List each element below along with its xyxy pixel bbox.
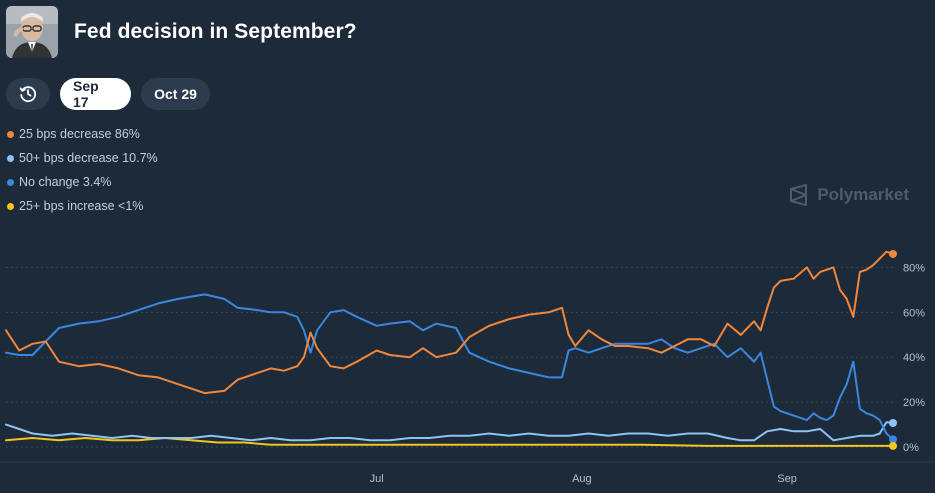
y-tick-label: 60% bbox=[903, 307, 925, 319]
x-tick-label: Sep bbox=[777, 473, 797, 485]
tab-sep-17[interactable]: Sep 17 bbox=[60, 78, 131, 110]
portrait-icon bbox=[6, 6, 58, 58]
legend-dot bbox=[7, 202, 14, 210]
market-avatar bbox=[6, 6, 58, 58]
toolbar: Sep 17 Oct 29 bbox=[6, 78, 210, 110]
market-header: Fed decision in September? bbox=[6, 6, 357, 58]
legend-dot bbox=[7, 154, 14, 162]
legend-item-25bps-increase: 25+ bps increase <1% bbox=[7, 194, 158, 218]
series-endpoint bbox=[889, 249, 897, 258]
series-line-no-change bbox=[5, 293, 894, 441]
legend-label: 50+ bps decrease 10.7% bbox=[19, 151, 158, 165]
y-tick-label: 40% bbox=[903, 352, 925, 364]
series-line-50-bps-decrease bbox=[5, 421, 894, 442]
series-endpoint bbox=[889, 441, 897, 450]
legend-label: No change 3.4% bbox=[19, 175, 112, 189]
y-tick-label: 0% bbox=[903, 442, 919, 454]
legend-dot bbox=[7, 178, 14, 186]
history-button[interactable] bbox=[6, 78, 50, 110]
x-tick-label: Jul bbox=[370, 473, 384, 485]
legend-item-no-change: No change 3.4% bbox=[7, 170, 158, 194]
polymarket-logo-icon bbox=[790, 184, 808, 206]
series-endpoint bbox=[889, 418, 897, 427]
clock-history-icon bbox=[19, 86, 37, 103]
market-title: Fed decision in September? bbox=[74, 20, 357, 43]
polymarket-watermark: Polymarket bbox=[789, 184, 909, 206]
legend-item-25bps-decrease: 25 bps decrease 86% bbox=[7, 122, 158, 146]
legend-label: 25 bps decrease 86% bbox=[19, 127, 140, 141]
legend-label: 25+ bps increase <1% bbox=[19, 199, 144, 213]
legend-dot bbox=[7, 130, 14, 138]
series-line-25-bps-increase bbox=[5, 437, 894, 447]
y-tick-label: 80% bbox=[903, 262, 925, 274]
series-line-25-bps-decrease bbox=[5, 250, 894, 395]
chart-legend: 25 bps decrease 86% 50+ bps decrease 10.… bbox=[7, 122, 158, 218]
series-endpoint bbox=[889, 435, 897, 444]
brand-name: Polymarket bbox=[817, 185, 909, 204]
tab-oct-29[interactable]: Oct 29 bbox=[141, 78, 210, 110]
x-tick-label: Aug bbox=[572, 473, 592, 485]
y-tick-label: 20% bbox=[903, 397, 925, 409]
legend-item-50bps-decrease: 50+ bps decrease 10.7% bbox=[7, 146, 158, 170]
